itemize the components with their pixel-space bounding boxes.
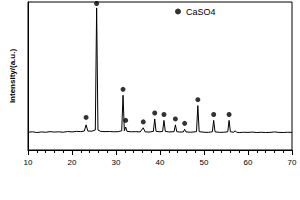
svg-text:40: 40 — [156, 158, 165, 167]
svg-text:70: 70 — [288, 158, 297, 167]
svg-text:30: 30 — [112, 158, 121, 167]
svg-text:10: 10 — [24, 158, 33, 167]
svg-text:50: 50 — [200, 158, 209, 167]
svg-text:20: 20 — [68, 158, 77, 167]
svg-text:Intensity/(a.u.): Intensity/(a.u.) — [8, 49, 17, 104]
svg-text:60: 60 — [244, 158, 253, 167]
svg-text:CaSO4: CaSO4 — [186, 7, 216, 17]
